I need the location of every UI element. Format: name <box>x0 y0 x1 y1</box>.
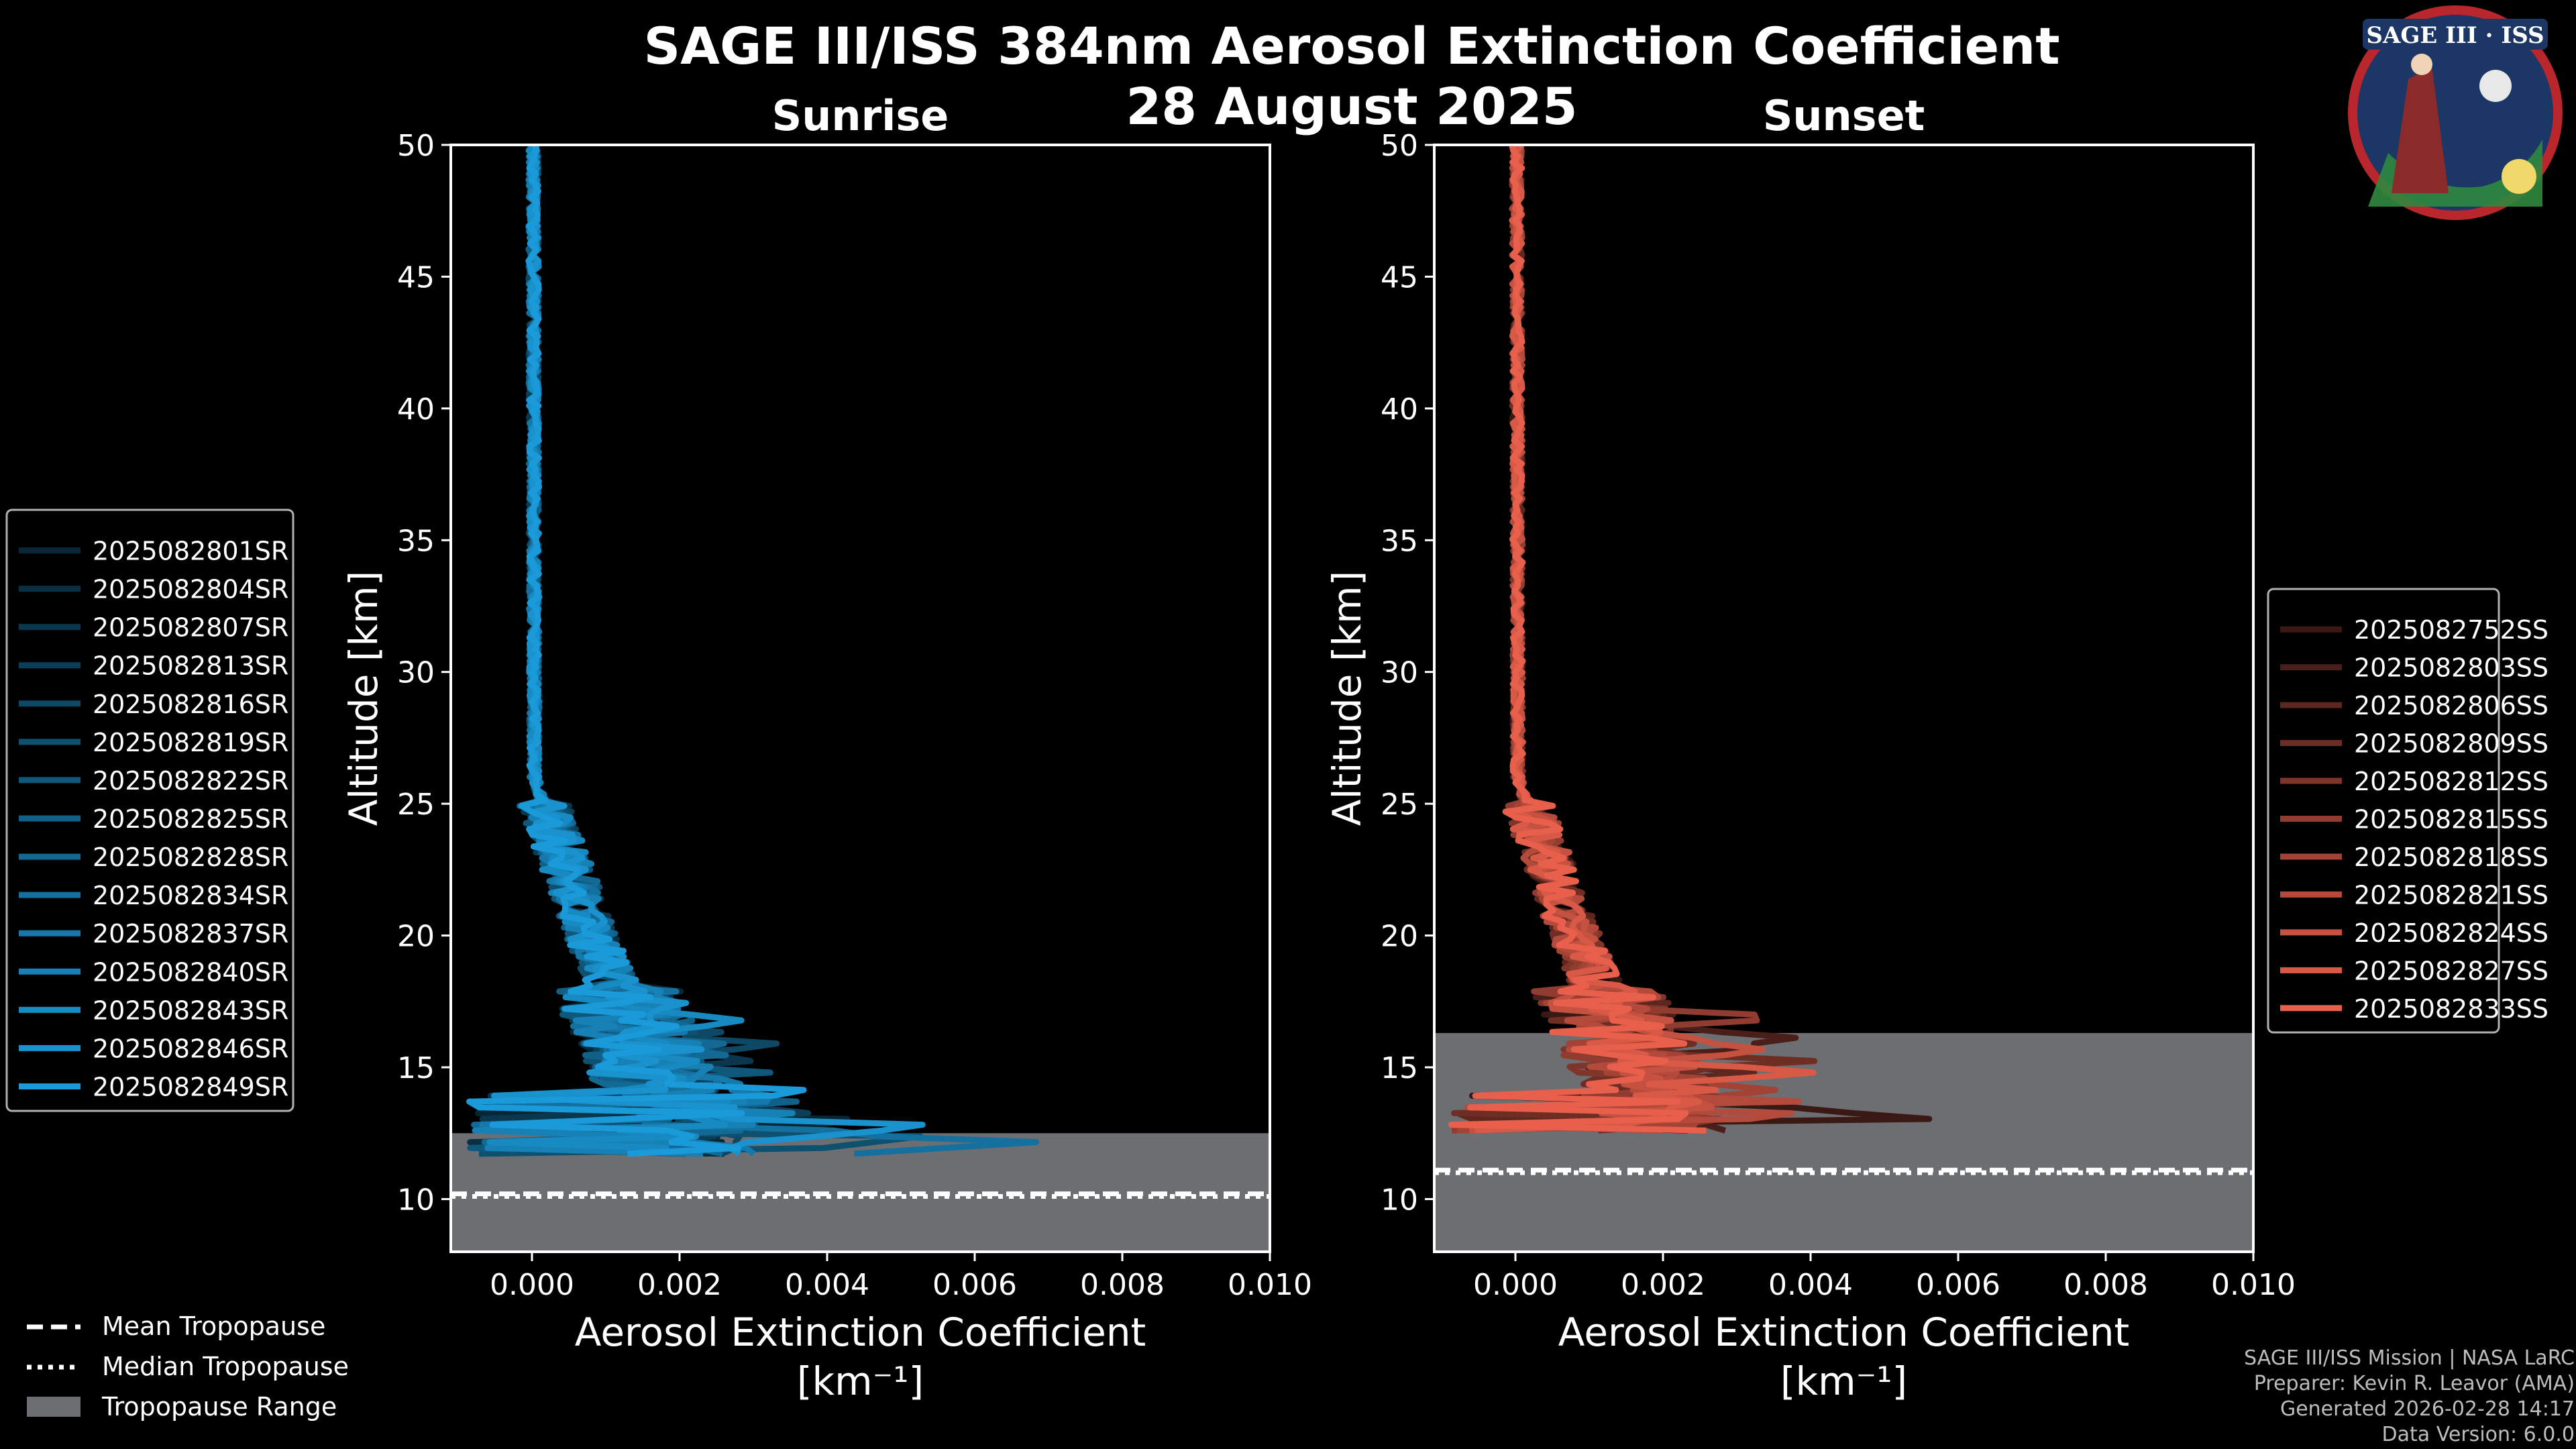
legend-label: 2025082821SS <box>2354 880 2548 910</box>
x-tick-label: 0.006 <box>1916 1268 2000 1302</box>
legend-label: 2025082803SS <box>2354 653 2548 683</box>
sage-logo: SAGE III · ISS <box>2348 5 2563 220</box>
x-tick-label: 0.010 <box>2211 1268 2296 1302</box>
tropopause-legend: Mean Tropopause Median Tropopause Tropop… <box>27 1311 349 1421</box>
legend-label: 2025082812SS <box>2354 767 2548 796</box>
legend-label: 2025082752SS <box>2354 615 2548 645</box>
series-legend: 2025082801SR 2025082804SR 2025082807SR 2025… <box>5 508 294 1112</box>
y-tick-label: 45 <box>397 260 435 294</box>
legend-label: 2025082834SR <box>93 881 288 910</box>
y-tick-label: 10 <box>1381 1183 1418 1217</box>
credit-version: Data Version: 6.0.0 <box>2381 1423 2575 1446</box>
profile-line-2025082849SR <box>466 145 807 1157</box>
legend-frame <box>2267 588 2500 1034</box>
x-tick-label: 0.004 <box>1768 1268 1853 1302</box>
y-tick-label: 35 <box>1381 524 1418 558</box>
y-tick-label: 25 <box>1381 788 1418 822</box>
panel-title: Sunrise <box>772 91 949 140</box>
y-tick-label: 25 <box>397 788 435 822</box>
x-tick-label: 0.006 <box>932 1268 1017 1302</box>
legend-label: 2025082819SR <box>93 728 288 757</box>
legend-label: 2025082843SR <box>93 996 288 1025</box>
x-tick-label: 0.010 <box>1228 1268 1312 1302</box>
legend-label: 2025082804SR <box>93 575 288 604</box>
y-tick-label: 40 <box>397 392 435 427</box>
credits: SAGE III/ISS Mission | NASA LaRC Prepare… <box>2244 1346 2575 1448</box>
legend-label: 2025082801SR <box>93 537 288 566</box>
y-tick-label: 30 <box>397 656 435 690</box>
tropopause-range-swatch <box>27 1397 80 1417</box>
legend-label: 2025082828SR <box>93 843 288 872</box>
tropopause-range-band <box>1434 1032 2253 1252</box>
sunrise-panel: 10 15 20 25 30 35 40 45 50 0.000 0.002 0.004 0.006 0.… <box>5 91 1312 1404</box>
logo-text: SAGE III · ISS <box>2366 22 2544 49</box>
x-axis-label: Aerosol Extinction Coefficient <box>1558 1309 2130 1355</box>
y-tick-label: 15 <box>397 1051 435 1085</box>
mean-tropopause-label: Mean Tropopause <box>102 1311 325 1341</box>
figure-title-line-2: 28 August 2025 <box>1126 76 1577 136</box>
x-axis-unit: [km⁻¹] <box>1780 1358 1907 1404</box>
series-legend: 2025082752SS 2025082803SS 2025082806SS 2025… <box>2267 588 2548 1034</box>
legend-label: 2025082849SR <box>93 1072 288 1102</box>
legend-label: 2025082818SS <box>2354 843 2548 872</box>
y-tick-label: 10 <box>397 1183 435 1217</box>
profile-line-2025082833SS <box>1448 145 1707 1134</box>
legend-label: 2025082827SS <box>2354 956 2548 985</box>
legend-label: 2025082824SS <box>2354 918 2548 948</box>
x-tick-label: 0.002 <box>637 1268 722 1302</box>
legend-label: 2025082825SR <box>93 804 288 834</box>
legend-label: 2025082822SR <box>93 766 288 796</box>
x-tick-label: 0.008 <box>1080 1268 1165 1302</box>
credit-mission: SAGE III/ISS Mission | NASA LaRC <box>2244 1346 2575 1370</box>
legend-label: 2025082813SR <box>93 651 288 681</box>
legend-label: 2025082806SS <box>2354 691 2548 720</box>
x-tick-label: 0.000 <box>490 1268 574 1302</box>
y-tick-label: 20 <box>1381 920 1418 954</box>
legend-label: 2025082833SS <box>2354 994 2548 1024</box>
y-tick-label: 50 <box>397 129 435 163</box>
legend-label: 2025082815SS <box>2354 805 2548 835</box>
x-tick-label: 0.008 <box>2063 1268 2148 1302</box>
y-tick-label: 15 <box>1381 1051 1418 1085</box>
plot-frame <box>1433 144 2255 1253</box>
legend-label: 2025082837SR <box>93 919 288 949</box>
legend-frame <box>5 508 294 1112</box>
y-tick-label: 20 <box>397 920 435 954</box>
x-tick-label: 0.000 <box>1473 1268 1558 1302</box>
figure-title-line-1: SAGE III/ISS 384nm Aerosol Extinction Co… <box>643 16 2059 76</box>
panel-title: Sunset <box>1763 91 1925 140</box>
plot-area <box>451 145 1270 1252</box>
y-tick-label: 40 <box>1381 392 1418 427</box>
x-axis-label: Aerosol Extinction Coefficient <box>575 1309 1146 1355</box>
credit-preparer: Preparer: Kevin R. Leavor (AMA) <box>2253 1372 2575 1395</box>
median-tropopause-label: Median Tropopause <box>102 1352 349 1381</box>
profile-line-2025082827SS <box>1474 145 1817 1134</box>
y-tick-label: 50 <box>1381 129 1418 163</box>
plot-frame <box>449 144 1271 1253</box>
y-axis-label: Altitude [km] <box>1324 571 1370 826</box>
legend-label: 2025082816SR <box>93 690 288 719</box>
legend-label: 2025082840SR <box>93 957 288 987</box>
sunset-panel: 10 15 20 25 30 35 40 45 50 0.000 0.002 0.004 0.006 0.… <box>1324 91 2548 1404</box>
legend-label: 2025082809SS <box>2354 729 2548 759</box>
credit-generated: Generated 2026-02-28 14:17 <box>2279 1397 2575 1421</box>
y-tick-label: 45 <box>1381 260 1418 294</box>
legend-label: 2025082807SR <box>93 613 288 643</box>
y-tick-label: 35 <box>397 524 435 558</box>
x-tick-label: 0.004 <box>785 1268 869 1302</box>
y-tick-label: 30 <box>1381 656 1418 690</box>
legend-label: 2025082846SR <box>93 1034 288 1063</box>
x-axis-unit: [km⁻¹] <box>797 1358 924 1404</box>
x-tick-label: 0.002 <box>1621 1268 1705 1302</box>
tropopause-range-label: Tropopause Range <box>101 1392 337 1421</box>
y-axis-label: Altitude [km] <box>341 571 386 826</box>
